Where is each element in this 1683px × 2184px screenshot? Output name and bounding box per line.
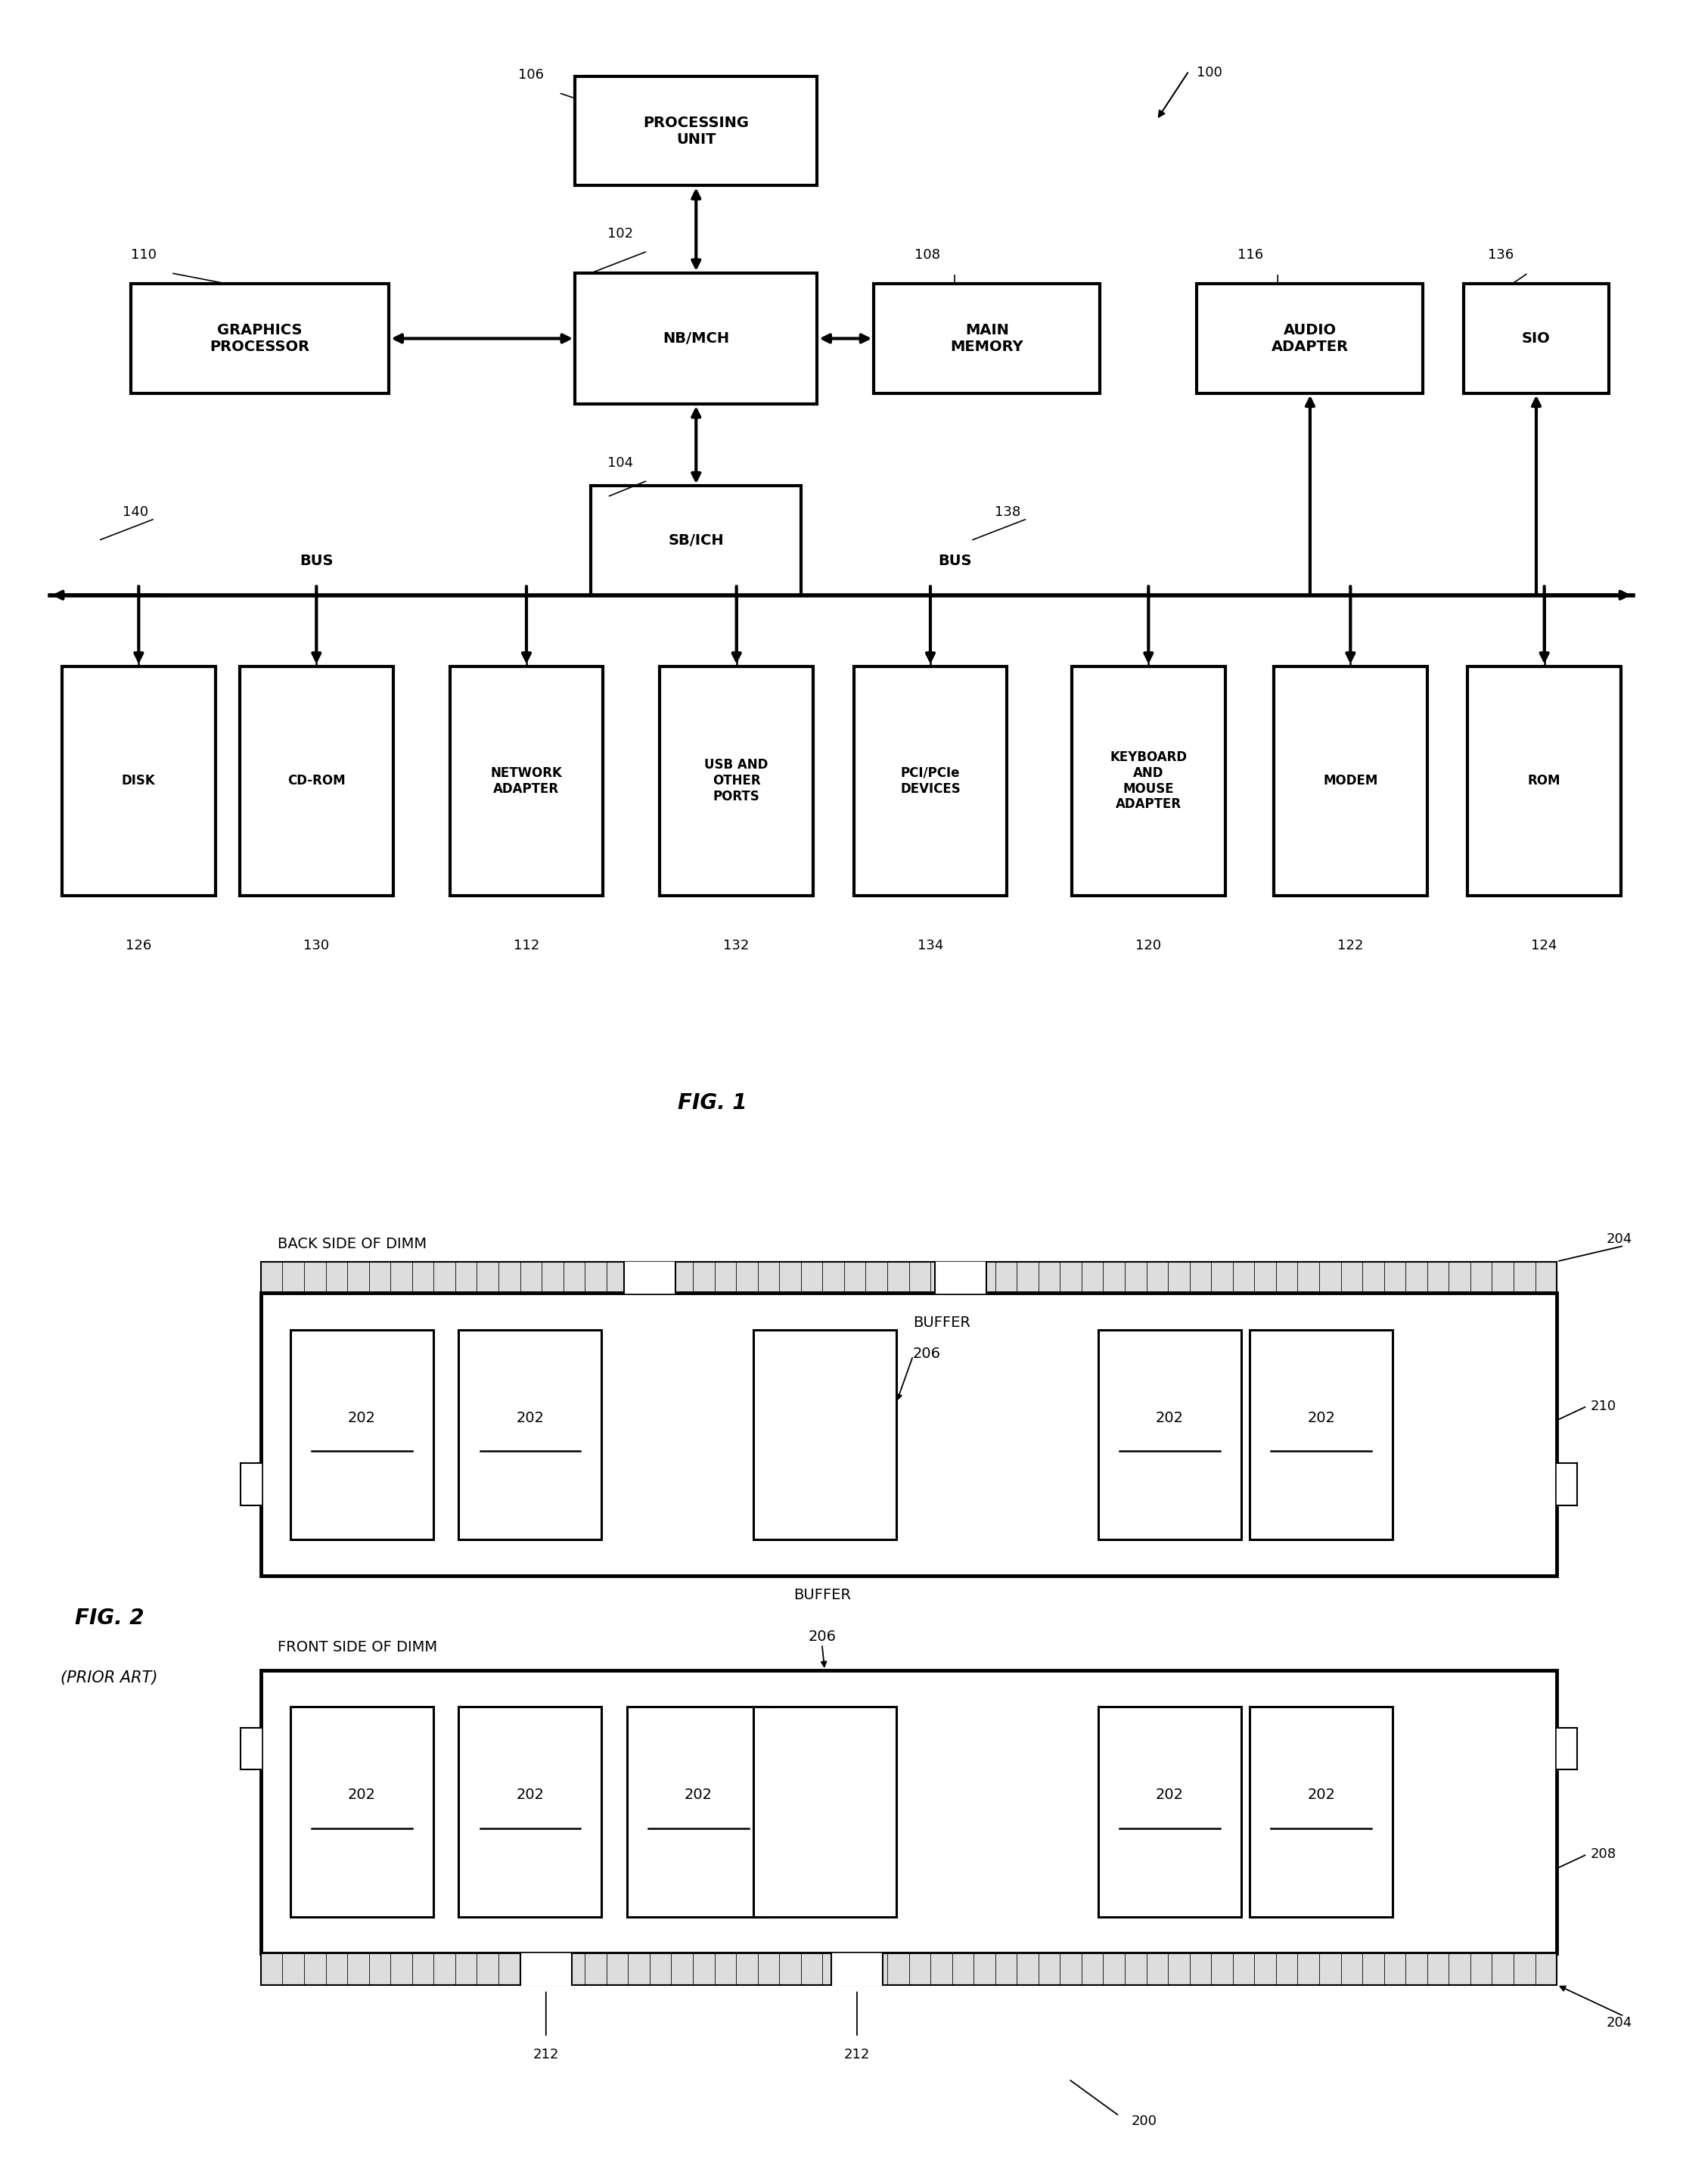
Text: 204: 204 <box>1607 1232 1633 1245</box>
Text: 202: 202 <box>685 1789 712 1802</box>
Text: 130: 130 <box>303 939 330 952</box>
FancyBboxPatch shape <box>1249 1330 1394 1540</box>
Text: 210: 210 <box>1590 1400 1616 1413</box>
Text: 108: 108 <box>914 249 939 262</box>
Text: MODEM: MODEM <box>1323 773 1378 788</box>
Text: 136: 136 <box>1488 249 1513 262</box>
Text: 100: 100 <box>1197 66 1222 79</box>
FancyBboxPatch shape <box>458 1330 603 1540</box>
Text: ROM: ROM <box>1528 773 1560 788</box>
FancyBboxPatch shape <box>458 1708 603 1918</box>
Text: 202: 202 <box>348 1411 375 1424</box>
Text: 200: 200 <box>1131 2114 1158 2127</box>
FancyBboxPatch shape <box>660 666 813 895</box>
FancyBboxPatch shape <box>853 666 1006 895</box>
Text: 116: 116 <box>1237 249 1264 262</box>
Text: USB AND
OTHER
PORTS: USB AND OTHER PORTS <box>705 758 769 804</box>
FancyBboxPatch shape <box>1464 284 1609 393</box>
Text: PCI/PCIe
DEVICES: PCI/PCIe DEVICES <box>900 767 961 795</box>
FancyBboxPatch shape <box>261 1262 1557 1293</box>
Text: 208: 208 <box>1590 1848 1616 1861</box>
FancyBboxPatch shape <box>261 1952 1557 1985</box>
FancyBboxPatch shape <box>576 76 818 186</box>
Text: NETWORK
ADAPTER: NETWORK ADAPTER <box>490 767 562 795</box>
FancyBboxPatch shape <box>626 1708 771 1918</box>
Text: GRAPHICS
PROCESSOR: GRAPHICS PROCESSOR <box>210 323 310 354</box>
Text: BUS: BUS <box>937 553 971 568</box>
Text: DISK: DISK <box>121 773 155 788</box>
Text: NB/MCH: NB/MCH <box>663 332 729 345</box>
Text: 132: 132 <box>724 939 749 952</box>
FancyBboxPatch shape <box>289 1330 434 1540</box>
FancyBboxPatch shape <box>591 487 801 594</box>
Text: 126: 126 <box>126 939 151 952</box>
Text: BACK SIDE OF DIMM: BACK SIDE OF DIMM <box>278 1236 427 1251</box>
Text: 140: 140 <box>123 505 148 520</box>
FancyBboxPatch shape <box>1072 666 1225 895</box>
Text: MAIN
MEMORY: MAIN MEMORY <box>951 323 1023 354</box>
FancyBboxPatch shape <box>1197 284 1424 393</box>
Text: FRONT SIDE OF DIMM: FRONT SIDE OF DIMM <box>278 1640 438 1655</box>
Text: SB/ICH: SB/ICH <box>668 533 724 548</box>
Text: 202: 202 <box>348 1789 375 1802</box>
Text: SIO: SIO <box>1521 332 1550 345</box>
Text: 104: 104 <box>608 456 633 470</box>
Text: 202: 202 <box>1308 1789 1335 1802</box>
Text: 124: 124 <box>1532 939 1557 952</box>
FancyBboxPatch shape <box>449 666 603 895</box>
FancyBboxPatch shape <box>576 273 818 404</box>
Text: KEYBOARD
AND
MOUSE
ADAPTER: KEYBOARD AND MOUSE ADAPTER <box>1109 751 1187 810</box>
Text: 134: 134 <box>917 939 944 952</box>
Text: AUDIO
ADAPTER: AUDIO ADAPTER <box>1271 323 1348 354</box>
Text: 202: 202 <box>1156 1411 1183 1424</box>
Text: PROCESSING
UNIT: PROCESSING UNIT <box>643 116 749 146</box>
Text: 110: 110 <box>131 249 157 262</box>
Text: BUS: BUS <box>300 553 333 568</box>
FancyBboxPatch shape <box>754 1708 895 1918</box>
Text: (PRIOR ART): (PRIOR ART) <box>61 1671 158 1686</box>
FancyBboxPatch shape <box>239 666 394 895</box>
FancyBboxPatch shape <box>261 1671 1557 1952</box>
FancyBboxPatch shape <box>261 1293 1557 1577</box>
Text: 138: 138 <box>995 505 1022 520</box>
Text: 206: 206 <box>808 1629 836 1645</box>
FancyBboxPatch shape <box>289 1708 434 1918</box>
Text: CD-ROM: CD-ROM <box>288 773 345 788</box>
FancyBboxPatch shape <box>873 284 1101 393</box>
FancyBboxPatch shape <box>131 284 389 393</box>
Text: 202: 202 <box>517 1411 544 1424</box>
FancyBboxPatch shape <box>1274 666 1427 895</box>
FancyBboxPatch shape <box>1468 666 1621 895</box>
Text: 202: 202 <box>1156 1789 1183 1802</box>
Text: 202: 202 <box>1308 1411 1335 1424</box>
Text: FIG. 2: FIG. 2 <box>74 1607 145 1629</box>
FancyBboxPatch shape <box>1099 1708 1240 1918</box>
Text: BUFFER: BUFFER <box>912 1315 971 1330</box>
FancyBboxPatch shape <box>754 1330 895 1540</box>
Text: FIG. 1: FIG. 1 <box>678 1092 747 1114</box>
Text: 204: 204 <box>1607 2016 1633 2029</box>
Text: 112: 112 <box>513 939 539 952</box>
Text: 120: 120 <box>1136 939 1161 952</box>
Text: 212: 212 <box>534 2049 559 2062</box>
Text: 202: 202 <box>517 1789 544 1802</box>
Text: 206: 206 <box>912 1348 941 1361</box>
Text: 212: 212 <box>843 2049 870 2062</box>
FancyBboxPatch shape <box>62 666 215 895</box>
FancyBboxPatch shape <box>1249 1708 1394 1918</box>
Text: 122: 122 <box>1338 939 1363 952</box>
Text: BUFFER: BUFFER <box>793 1588 850 1603</box>
FancyBboxPatch shape <box>1099 1330 1240 1540</box>
Text: 102: 102 <box>608 227 633 240</box>
Text: 106: 106 <box>518 68 544 83</box>
